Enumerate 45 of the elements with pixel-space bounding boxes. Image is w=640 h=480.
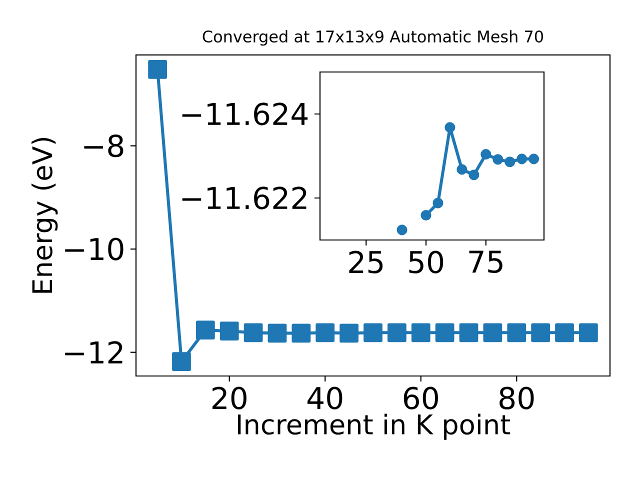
y-tick-label: −11.622 <box>182 186 306 210</box>
point <box>172 352 191 371</box>
chart-title: Converged at 17x13x9 Automatic Mesh 70 <box>202 30 544 46</box>
point <box>444 122 456 133</box>
x-tick-label: 25 <box>349 250 383 274</box>
point <box>459 323 478 342</box>
point <box>411 323 430 342</box>
point <box>468 170 480 180</box>
point <box>504 156 516 168</box>
point <box>528 154 540 164</box>
point <box>579 323 598 342</box>
y-tick-label: −11.624 <box>182 102 308 126</box>
point <box>292 324 311 343</box>
point <box>220 322 239 341</box>
point <box>148 60 167 79</box>
x-tick-label: 60 <box>404 386 438 410</box>
point <box>432 198 444 208</box>
x-axis-title: Increment in K point <box>238 414 510 440</box>
x-tick-label: 80 <box>500 386 534 410</box>
point <box>555 323 574 342</box>
point <box>516 154 528 164</box>
y-tick-label: −8 <box>84 134 124 158</box>
point <box>480 149 492 160</box>
point <box>268 324 287 343</box>
x-tick-label: 75 <box>469 250 502 274</box>
point <box>531 323 550 342</box>
x-tick-label: 50 <box>409 250 444 274</box>
point <box>387 323 406 342</box>
point <box>492 154 504 165</box>
y-axis-title: Energy (eV) <box>32 138 58 293</box>
point <box>364 323 382 342</box>
point <box>435 323 454 342</box>
point <box>483 323 502 342</box>
x-tick-label: 40 <box>307 386 342 410</box>
y-tick-label: −12 <box>65 341 122 364</box>
point <box>316 323 335 342</box>
point <box>196 320 215 340</box>
point <box>340 324 359 343</box>
point <box>507 323 526 342</box>
point <box>396 224 408 236</box>
point <box>456 164 468 175</box>
point <box>244 323 263 342</box>
x-tick-label: 20 <box>212 386 246 410</box>
point <box>420 210 432 220</box>
y-tick-label: −10 <box>65 238 124 260</box>
